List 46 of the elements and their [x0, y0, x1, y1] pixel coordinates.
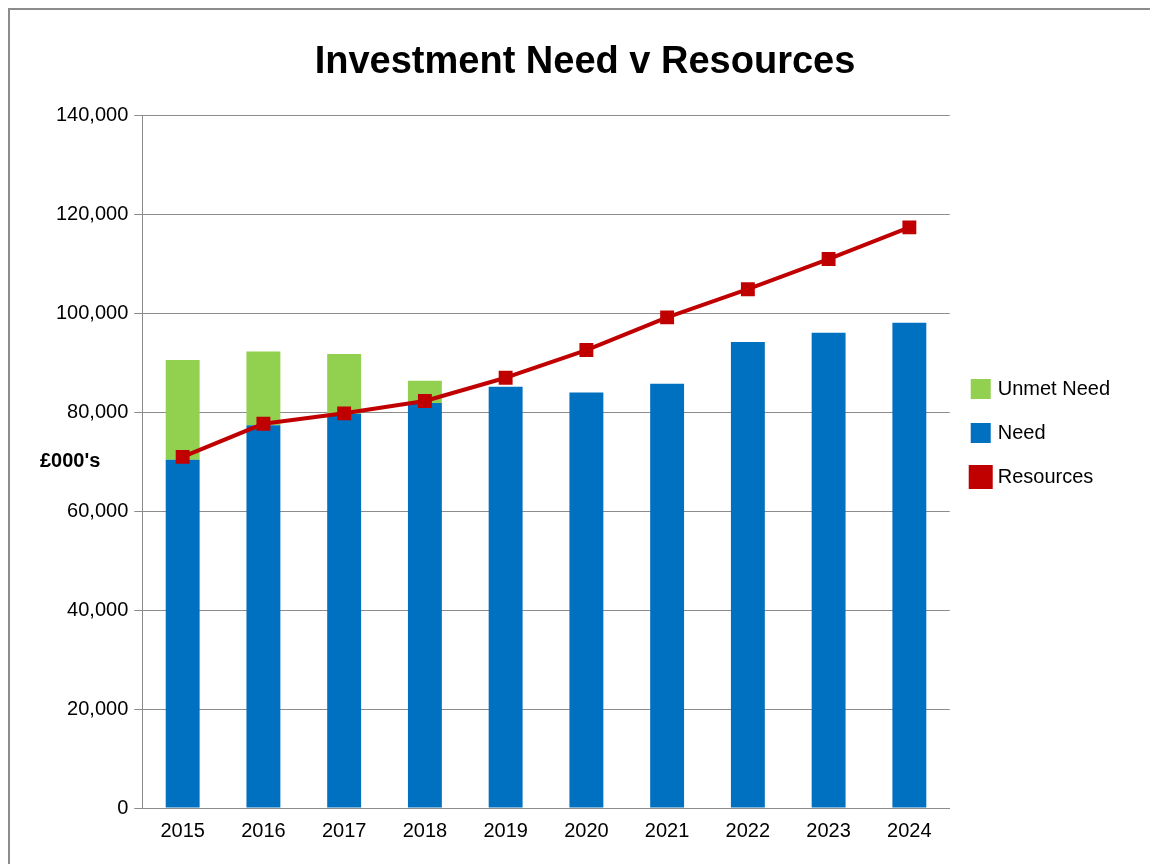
point: [902, 220, 917, 235]
x-tick-label: 2024: [887, 818, 932, 841]
bar: [327, 413, 362, 808]
x-tick-label: 2020: [564, 818, 609, 841]
chart-title: Investment Need v Resources: [314, 39, 856, 82]
y-tick-label: 80,000: [67, 399, 129, 422]
bar: [165, 459, 200, 808]
x-tick-label: 2016: [241, 818, 286, 841]
point: [256, 416, 271, 431]
y-axis-title: £000's: [40, 449, 101, 472]
x-tick-label: 2017: [321, 818, 367, 841]
legend-label: Need: [997, 420, 1046, 443]
legend-label: Unmet Need: [997, 376, 1111, 399]
point: [498, 370, 513, 385]
point: [660, 310, 675, 325]
point: [740, 282, 755, 297]
bar: [892, 322, 927, 808]
bar: [246, 351, 281, 426]
y-tick-label: 100,000: [56, 300, 129, 323]
y-tick-label: 140,000: [56, 103, 129, 126]
point: [821, 252, 836, 266]
y-tick-label: 0: [117, 795, 129, 818]
bar: [569, 392, 604, 808]
bar: [730, 342, 765, 808]
y-tick-label: 120,000: [56, 202, 129, 225]
x-tick-label: 2021: [644, 818, 690, 841]
bar: [407, 402, 442, 808]
point: [175, 449, 190, 464]
bar: [246, 425, 281, 808]
y-tick-label: 20,000: [67, 696, 129, 719]
y-tick-label: 60,000: [67, 498, 129, 521]
bar: [488, 386, 523, 808]
point: [417, 394, 432, 408]
y-tick-label: 40,000: [67, 597, 129, 620]
bar: [650, 383, 685, 808]
x-tick-label: 2022: [725, 818, 771, 841]
x-tick-label: 2015: [160, 818, 205, 841]
point: [579, 343, 594, 357]
x-tick-label: 2023: [806, 818, 851, 841]
x-tick-label: 2018: [402, 818, 448, 841]
point: [337, 406, 352, 421]
bar: [811, 332, 846, 808]
bar: [165, 359, 200, 460]
x-tick-label: 2019: [483, 818, 528, 841]
bar: [327, 353, 362, 414]
legend-label: Resources: [997, 464, 1094, 487]
